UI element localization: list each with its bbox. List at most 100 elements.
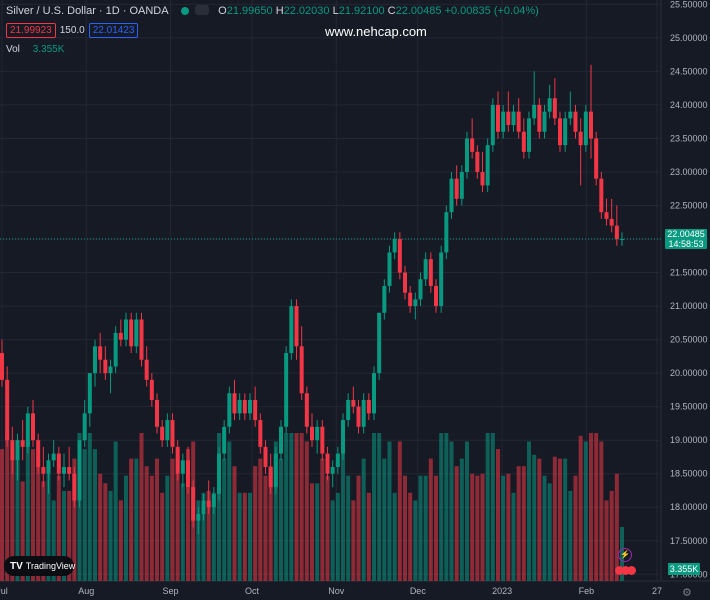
price-axis[interactable]: 25.50000 25.00000 24.50000 24.00000 23.50000… [670, 0, 708, 579]
candle-body [82, 413, 87, 441]
volume-bar [501, 475, 506, 581]
eye-icon[interactable] [195, 5, 210, 15]
candle-body [46, 460, 51, 474]
volume-bar [258, 458, 263, 581]
candle-body [408, 292, 413, 307]
time-tick-label: 27 [652, 586, 662, 596]
volume-bar [299, 433, 304, 581]
gear-icon[interactable]: ⚙ [682, 587, 692, 599]
volume-bar [217, 433, 221, 581]
time-tick-label: 2023 [492, 586, 512, 596]
candle-body [480, 171, 485, 186]
tradingview-logo[interactable]: TV TradingView [4, 556, 75, 576]
volume-bar [103, 483, 108, 581]
candle-body [459, 171, 464, 199]
volume-bar [279, 458, 283, 581]
volume-bar [558, 458, 562, 581]
volume-bar [248, 492, 252, 581]
price-tick-label: 25.00000 [670, 33, 708, 43]
market-status-icon [181, 7, 190, 15]
volume-bar [480, 473, 485, 581]
candle-body [377, 312, 382, 374]
candle-body [346, 399, 351, 421]
candle-body [62, 467, 66, 474]
candle-body [594, 138, 599, 179]
volume-bar [98, 473, 103, 581]
price-tick-label: 22.50000 [670, 201, 708, 211]
volume-bar [51, 500, 56, 581]
candle-body [5, 379, 10, 441]
price-tick-label: 18.00000 [670, 502, 708, 512]
volume-bar [82, 449, 87, 581]
volume-bar [129, 458, 134, 581]
candle-body [609, 218, 614, 226]
price-tick-label: 17.50000 [670, 536, 708, 546]
candle-body [67, 467, 72, 474]
candle-body [547, 98, 552, 112]
time-tick-label: Feb [579, 586, 595, 596]
volume-bar [227, 441, 232, 581]
buy-price-button[interactable]: 22.01423 [88, 23, 139, 38]
candle-body [170, 420, 175, 447]
candle-body [454, 178, 459, 199]
volume-bar [320, 458, 325, 581]
volume-bar [330, 500, 335, 581]
volume-bar [459, 458, 464, 581]
events-flags-icon[interactable] [615, 566, 636, 578]
volume-bars [0, 433, 624, 581]
volume-bar [408, 492, 413, 581]
watermark-text: www.nehcap.com [325, 24, 427, 39]
volume-bar [124, 475, 128, 581]
candle-body [382, 285, 387, 313]
candle-body [41, 467, 46, 474]
volume-bar [289, 433, 294, 581]
candle-body [304, 393, 309, 427]
candle-body [279, 426, 283, 454]
volume-bar [583, 441, 588, 581]
candle-body [87, 373, 92, 414]
sell-price-button[interactable]: 21.99923 [6, 23, 56, 38]
price-tick-label: 19.00000 [670, 435, 708, 445]
volume-bar [36, 458, 41, 581]
candle-body [490, 104, 495, 146]
candle-body [20, 440, 25, 447]
candle-body [403, 272, 407, 293]
candle-body [320, 426, 325, 454]
candle-body [361, 399, 366, 427]
candle-body [149, 379, 154, 400]
candle-body [558, 118, 562, 146]
candle-body [506, 111, 511, 126]
bar-countdown: 14:58:53 [668, 239, 704, 249]
volume-legend[interactable]: Vol 3.355K [6, 44, 64, 55]
candle-body [583, 111, 588, 146]
candle-body [521, 131, 526, 152]
lightning-icon[interactable]: ⚡ [618, 548, 632, 562]
price-tick-label: 20.50000 [670, 335, 708, 345]
time-tick-label: Aug [78, 586, 94, 596]
candle-body [160, 426, 165, 441]
symbol-legend[interactable]: Silver / U.S. Dollar · 1D · OANDA O21.99… [6, 5, 539, 17]
volume-bar [516, 466, 521, 581]
volume-bar [594, 433, 599, 581]
price-tick-label: 18.50000 [670, 469, 708, 479]
candle-body [335, 453, 340, 468]
time-axis[interactable]: Jul Aug Sep Oct Nov Dec 2023 Feb 27 [0, 586, 662, 596]
candle-body [124, 319, 128, 340]
candle-body [165, 420, 170, 441]
candle-body [614, 225, 619, 240]
volume-tag: 3.355K [668, 563, 700, 575]
volume-bar [31, 449, 35, 581]
volume-bar [325, 475, 330, 581]
candle-body [196, 513, 201, 521]
candle-body [568, 111, 573, 119]
candle-body [72, 473, 77, 501]
symbol-title[interactable]: Silver / U.S. Dollar · 1D · OANDA [6, 5, 168, 17]
price-tick-label: 19.50000 [670, 402, 708, 412]
candle-body [387, 252, 392, 286]
price-tick-label: 21.00000 [670, 301, 708, 311]
volume-bar [418, 475, 423, 581]
candle-body [15, 440, 20, 461]
volume-bar [573, 475, 578, 581]
volume-bar [521, 466, 526, 581]
